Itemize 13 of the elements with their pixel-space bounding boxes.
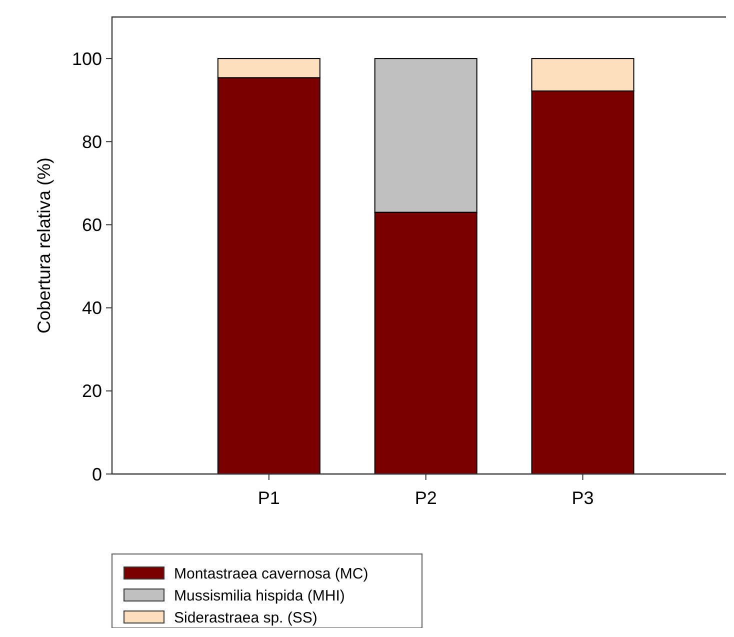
y-tick-label: 100: [72, 48, 102, 69]
x-tick-label: P2: [414, 488, 437, 508]
legend-label: Montastraea cavernosa (MC): [174, 565, 368, 582]
y-tick-label: 0: [92, 464, 102, 484]
y-tick-label: 40: [82, 298, 102, 318]
x-tick-label: P1: [258, 488, 280, 508]
y-tick-label: 20: [82, 381, 102, 402]
y-axis-title: Cobertura relativa (%): [34, 157, 54, 334]
y-tick-label: 80: [82, 132, 102, 152]
y-tick-label: 60: [82, 215, 102, 236]
legend-label: Mussismilia hispida (MHI): [174, 587, 345, 604]
legend-label: Siderastraea sp. (SS): [174, 609, 318, 626]
x-tick-label: P3: [572, 488, 594, 508]
